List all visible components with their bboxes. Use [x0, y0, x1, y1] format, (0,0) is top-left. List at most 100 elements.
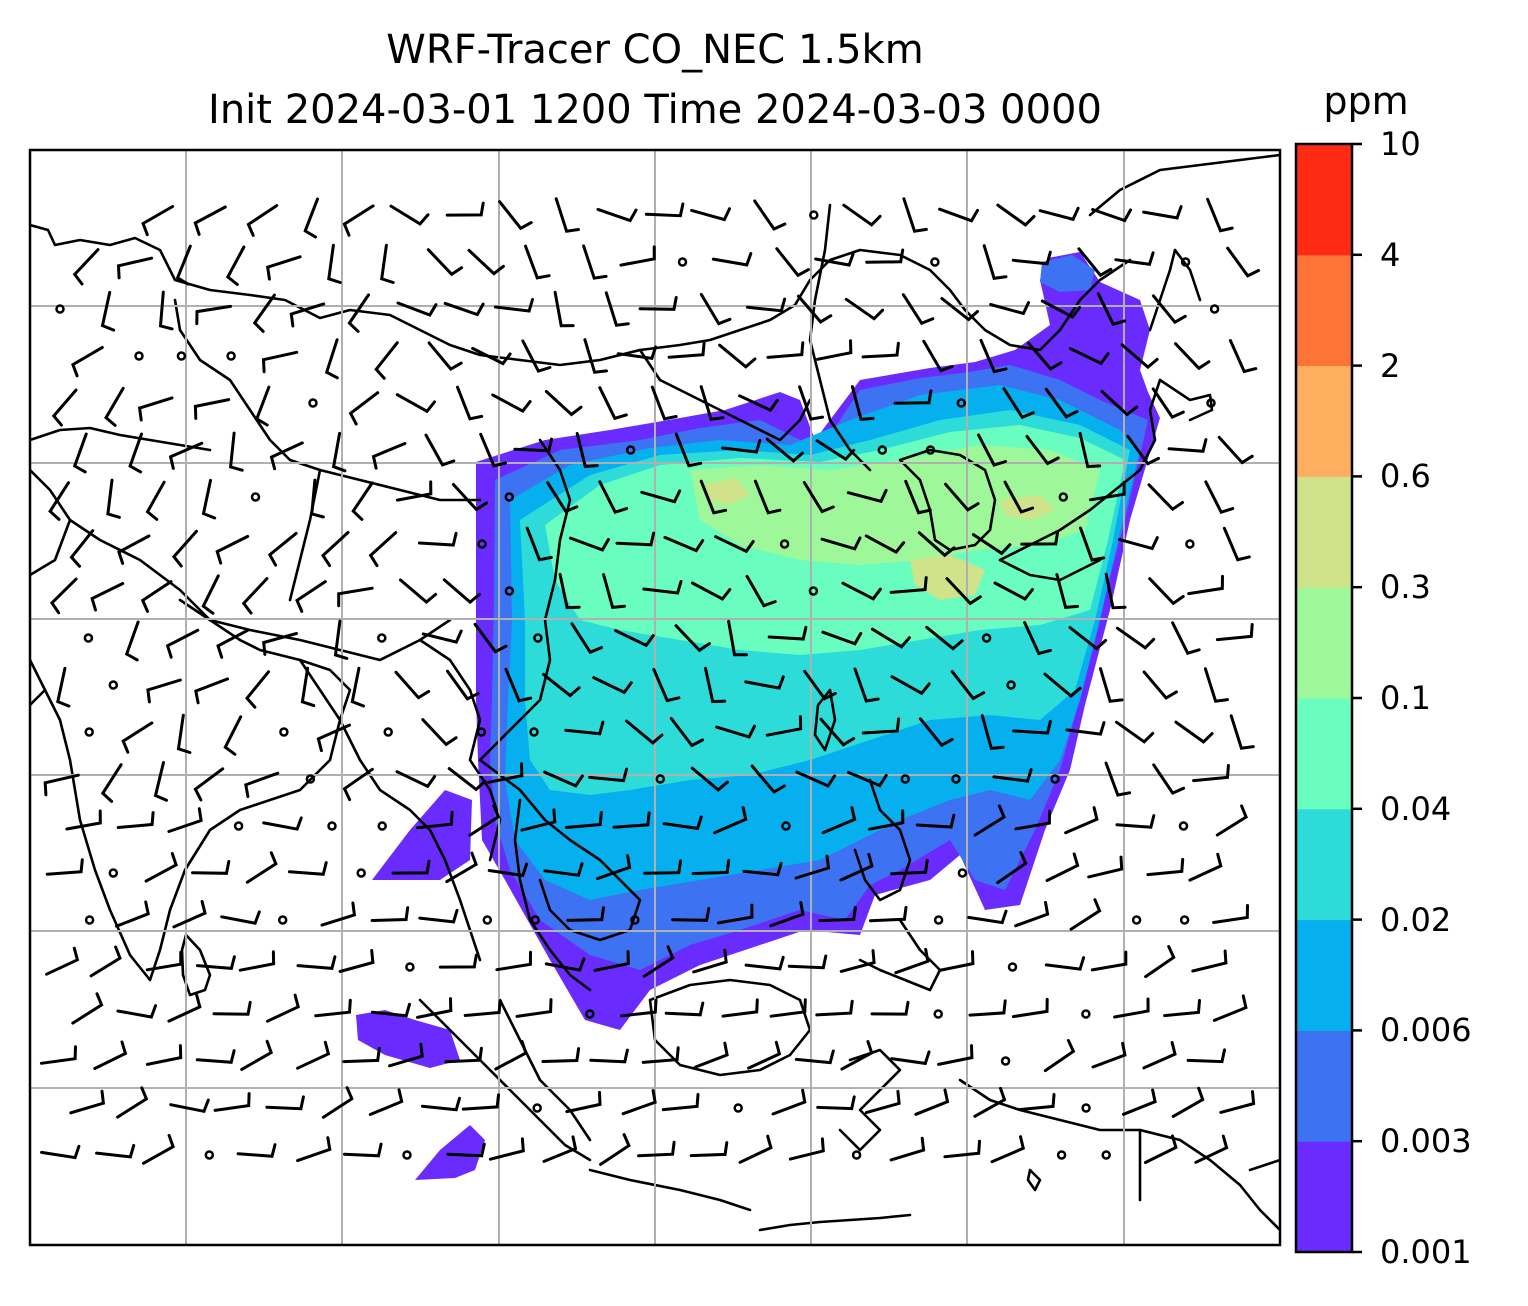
wind-barb [716, 903, 754, 925]
colorbar-segment [1296, 365, 1352, 477]
wind-barb [821, 630, 863, 646]
wind-barb [564, 720, 605, 736]
wind-barb [818, 906, 857, 923]
wind-barb [1064, 806, 1099, 835]
wind-barb [769, 998, 807, 1018]
wind-barb [747, 1040, 782, 1070]
wind-barb [565, 1090, 602, 1114]
wind-barb [753, 479, 782, 515]
calm-wind-marker [933, 915, 944, 925]
wind-barb [463, 999, 502, 1017]
wind-barb [982, 244, 1008, 280]
wind-barb [172, 900, 207, 929]
calm-wind-marker [630, 915, 640, 925]
wind-barb [1194, 1134, 1229, 1164]
colorbar-tick-label: 0.02 [1380, 900, 1452, 939]
wind-barb [201, 478, 217, 520]
wind-barb [890, 858, 929, 876]
wind-barb [967, 909, 1008, 925]
wind-barb [417, 531, 458, 547]
wind-barb [692, 948, 728, 974]
wind-barb [191, 860, 231, 875]
wind-barb [542, 672, 581, 698]
wind-barb [495, 950, 532, 972]
colorbar-tick-label: 0.1 [1380, 679, 1431, 717]
colorbar-tick-label: 0.6 [1380, 457, 1431, 496]
wind-barb [915, 813, 956, 829]
wind-barb [93, 1040, 128, 1070]
wind-barb [1152, 763, 1186, 795]
wind-barb [245, 851, 278, 884]
wind-barb [1203, 667, 1229, 703]
wind-barb [662, 815, 703, 831]
wind-barb [167, 807, 203, 833]
wind-barb [904, 479, 932, 515]
wind-barb [1014, 809, 1051, 831]
calm-wind-marker [405, 962, 415, 972]
wind-barb [846, 770, 888, 788]
wind-barb [351, 481, 374, 521]
wind-barb [254, 385, 271, 427]
calm-wind-marker [134, 351, 144, 361]
wind-barb [56, 666, 71, 708]
calm-wind-marker [877, 445, 888, 455]
wind-barb [420, 1096, 461, 1112]
wind-barb [950, 670, 986, 701]
calm-wind-marker [1206, 398, 1216, 408]
wind-barb [1043, 672, 1082, 698]
wind-barb [744, 955, 785, 971]
wind-barb [104, 386, 125, 427]
map-frame [28, 148, 1282, 1247]
calm-wind-marker [851, 1150, 862, 1160]
calm-wind-marker [504, 492, 515, 502]
wind-barb [491, 393, 532, 414]
wind-barb [471, 346, 512, 366]
calm-wind-marker [1131, 915, 1142, 925]
wind-barb [769, 901, 805, 928]
wind-barb [1099, 667, 1124, 703]
tracer-band-03b [705, 478, 750, 505]
wind-barb [296, 955, 337, 970]
wind-barb [1011, 250, 1052, 266]
wind-barb [893, 389, 933, 405]
wind-barb [554, 197, 580, 233]
wind-barb [1151, 294, 1187, 325]
wind-barb [938, 207, 979, 223]
map-plot-area[interactable] [30, 150, 1280, 1245]
wind-barb [596, 207, 638, 223]
wind-barb [765, 437, 804, 463]
wind-barb [1142, 205, 1183, 220]
wind-barb [870, 1000, 910, 1016]
calm-wind-marker [250, 492, 261, 502]
wind-barb [321, 531, 350, 568]
wind-barb [583, 338, 608, 374]
wind-barb [918, 717, 954, 748]
wind-barb [890, 675, 931, 696]
wind-barb [1114, 251, 1155, 266]
wind-barb [1228, 339, 1258, 374]
wind-barb [169, 1098, 210, 1114]
tracer-plume-sumatra [356, 1010, 460, 1068]
wind-barb [446, 669, 480, 701]
colorbar-segment [1296, 919, 1352, 1031]
colorbar-unit: ppm [1323, 79, 1409, 123]
calm-wind-marker [1179, 915, 1190, 925]
wind-barb [971, 533, 1012, 556]
wind-barb [771, 1088, 807, 1116]
wind-barb [1079, 526, 1106, 562]
wind-barb [1142, 1041, 1177, 1070]
wind-barb [938, 950, 975, 972]
calm-wind-marker [204, 1150, 215, 1160]
wind-barb [765, 715, 803, 737]
wind-barb [1171, 621, 1201, 655]
gridlines [30, 150, 1280, 1245]
wind-barb [816, 339, 853, 361]
wind-barb [1115, 720, 1155, 744]
wind-barb [141, 205, 175, 237]
wind-barb [973, 1086, 1007, 1118]
wind-barb [1115, 814, 1156, 829]
wind-barb [1087, 855, 1124, 879]
calm-wind-marker [530, 915, 540, 925]
colorbar-segment [1296, 254, 1352, 367]
wind-barb [990, 1135, 1026, 1164]
